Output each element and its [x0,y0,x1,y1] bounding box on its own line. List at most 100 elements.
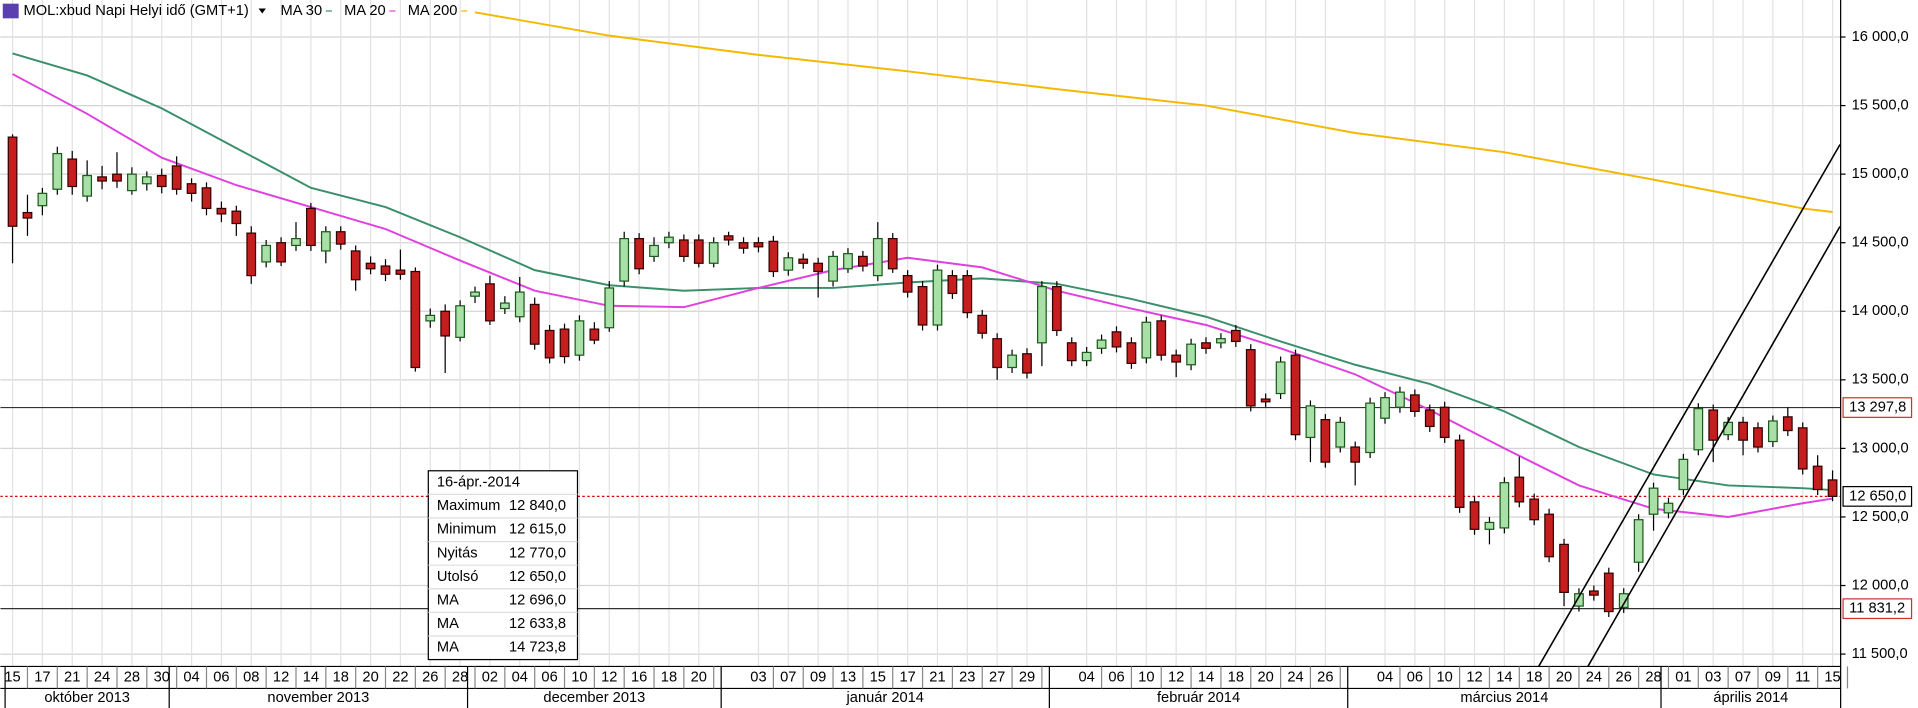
y-tick-label: 12 500,0 [1852,509,1909,525]
x-tick-label: 03 [750,669,766,685]
tooltip-value: 12 696,0 [509,592,566,608]
legend-entry[interactable]: MA 30 [281,3,323,19]
candle-body [1693,408,1704,451]
candle-body [1066,342,1077,362]
candle-body [1260,398,1271,403]
trend-line [1537,144,1841,667]
price-label-box [1842,485,1913,507]
candle-body [276,242,286,263]
candle-body [1439,406,1450,439]
candle-body [1022,353,1032,374]
tooltip-label: MA [437,640,459,656]
trend-line [1587,225,1841,667]
candle-body [306,207,316,247]
candle-body [1738,421,1748,441]
x-tick-label: 09 [1765,669,1781,685]
candle-body [97,176,107,182]
x-tick-label: 27 [989,669,1005,685]
candle-body [962,275,973,314]
candle-body [1484,521,1495,530]
x-tick-label: 10 [1138,669,1154,685]
candle-body [1514,476,1525,503]
candle-body [738,242,749,249]
x-tick-label: 17 [899,669,915,685]
candle-body [67,158,78,188]
x-tick-label: 28 [124,669,140,685]
candle-body [156,174,167,188]
tooltip-value: 12 770,0 [509,545,566,561]
x-tick-label: 21 [929,669,945,685]
candle-body [1305,405,1316,439]
x-tick-label: 04 [1079,669,1095,685]
x-tick-label: 24 [94,669,110,685]
candle-body [1603,572,1614,613]
candle-body [798,258,809,264]
x-tick-label: 18 [661,669,677,685]
x-tick-label: 18 [1228,669,1244,685]
candle-body [574,320,585,356]
candle-body [1350,446,1361,463]
candle-body [216,207,227,215]
candle-body [1186,343,1196,366]
x-tick-label: 17 [34,669,50,685]
candle-body [529,303,540,345]
candle-body [828,255,838,282]
candle-body [947,275,958,295]
candle-body [380,265,391,275]
candle-body [1633,519,1644,563]
x-tick-label: 20 [691,669,707,685]
x-tick-label: 14 [303,669,319,685]
candle-body [544,329,555,359]
x-tick-label: 20 [362,669,378,685]
month-label: december 2013 [543,690,645,706]
candle-body [499,302,510,310]
x-tick-label: 28 [452,669,468,685]
candle-body [1424,409,1435,428]
candle-body [1723,421,1734,436]
x-tick-label: 06 [1407,669,1423,685]
candle-body [723,235,734,241]
legend-entry[interactable]: MA 20 [344,3,386,19]
candle-body [917,285,928,326]
candle-body [201,187,212,210]
x-tick-label: 18 [333,669,349,685]
y-tick-label: 11 500,0 [1852,646,1908,662]
candle-body [649,244,659,258]
candle-body [1096,339,1107,349]
header[interactable]: MOL:xbud Napi Helyi idő (GMT+1) MA 30 MA … [2,3,468,19]
candle-body [1290,354,1301,436]
candle-body [843,253,853,270]
tooltip-label: Utolsó [437,569,479,585]
x-tick-label: 11 [1795,669,1810,685]
legend-entry[interactable]: MA 200 [408,3,458,19]
candle-body [350,250,361,281]
candle-body [425,314,436,322]
candle-body [410,270,421,369]
candle-body [604,287,615,329]
candle-body [977,314,988,334]
candle-body [634,237,645,270]
y-tick-label: 13 500,0 [1852,372,1909,388]
candle-body [141,176,152,185]
candle-body [678,239,689,258]
candle-body [1245,349,1256,407]
candle-body [992,338,1003,369]
candle-body [112,173,122,182]
tooltip: 16-ápr.-2014 Maximum 12 840,0 Minimum 12 615… [427,470,579,661]
candle-body [693,239,704,264]
candle-body [753,242,764,248]
candle-body [1141,321,1152,359]
candle-body [1678,458,1689,491]
tooltip-value: 12 633,8 [509,616,566,632]
y-tick-label: 16 000,0 [1852,29,1909,45]
candle-body [37,192,48,207]
candle-body [455,305,465,338]
symbol-title[interactable]: MOL:xbud Napi Helyi idő (GMT+1) [24,3,249,19]
x-tick-label: 15 [4,669,20,685]
y-tick-label: 14 000,0 [1852,303,1909,319]
candle-body [440,310,451,337]
candle-body [1529,498,1540,521]
candle-body [1230,329,1241,343]
x-tick-label: 28 [1645,669,1661,685]
